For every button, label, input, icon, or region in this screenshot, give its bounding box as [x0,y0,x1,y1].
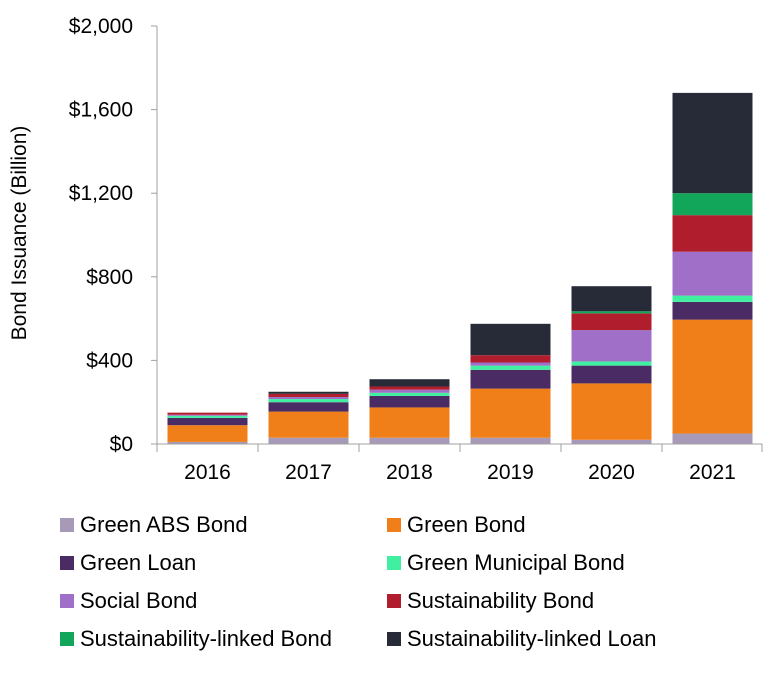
bar-segment [167,415,248,418]
bar-segment [672,301,753,320]
bar-segment [672,193,753,216]
y-axis-label: Bond Issuance (Billion) [8,126,31,341]
bar-segment [672,295,753,302]
y-tick-label: $2,000 [69,15,133,38]
bar-segment [470,388,551,438]
legend-label: Sustainability Bond [407,588,595,613]
legend-swatch [387,556,401,570]
legend-swatch [60,518,74,532]
bar-segment [167,425,248,442]
legend-swatch [60,556,74,570]
bar-segment [470,437,551,444]
bar-segment [167,414,248,416]
x-tick-label: 2018 [386,461,433,484]
legend-label: Green Loan [80,550,197,575]
bar-segment [268,396,349,400]
bar-segment [268,402,349,412]
y-tick-label: $1,200 [69,182,133,205]
bar-segment [167,412,248,415]
legend-label: Green Bond [407,512,526,537]
bar-segment [571,361,652,366]
x-axis: 2016 2017 2018 2019 2020 2021 [156,443,763,484]
legend-swatch [387,518,401,532]
bar-segment [369,386,450,390]
x-tick-label: 2021 [689,461,736,484]
x-tick-label: 2020 [588,461,635,484]
bar-segment [571,330,652,362]
bar-segment [167,441,248,444]
bar-segment [571,439,652,444]
bar-segment [470,369,551,389]
bars [167,92,753,444]
bar-segment [672,251,753,296]
bar-segment [571,313,652,331]
bar-segment [571,311,652,314]
bar-segment [571,365,652,384]
bar-segment [369,389,450,393]
legend-item: Sustainability-linked Loan [387,626,657,652]
y-tick-label: $1,600 [69,99,133,122]
bar-segment [369,379,450,387]
y-tick-label: $800 [86,266,133,289]
legend-item: Green ABS Bond [60,512,248,538]
legend-label: Social Bond [80,588,198,613]
bar-segment [571,383,652,440]
bar-segment [369,437,450,444]
legend-label: Sustainability-linked Bond [80,626,332,651]
legend-item: Green Bond [387,512,526,538]
legend-label: Green Municipal Bond [407,550,625,575]
legend-label: Sustainability-linked Loan [407,626,657,651]
bar-segment [268,391,349,394]
y-tick-label: $0 [110,433,133,456]
bar-segment [672,215,753,252]
x-tick-label: 2019 [487,461,534,484]
y-tick-label: $400 [86,349,133,372]
legend-label: Green ABS Bond [80,512,248,537]
legend-swatch [60,632,74,646]
legend-item: Green Loan [60,550,196,576]
bar-segment [672,433,753,444]
bar-segment [268,437,349,444]
bond-issuance-chart: Bond Issuance (Billion) $0 $400 $800 $1,200… [8,15,763,484]
legend-swatch [60,594,74,608]
x-tick-label: 2016 [184,461,231,484]
legend-item: Green Municipal Bond [387,550,625,576]
y-axis-ticks: $0 $400 $800 $1,200 $1,600 $2,000 [69,15,157,456]
bar-segment [167,417,248,426]
bar-segment [369,407,450,438]
bar-segment [470,323,551,356]
legend-item: Sustainability-linked Bond [60,626,332,652]
bar-segment [470,365,551,370]
bar-segment [268,411,349,438]
legend-swatch [387,632,401,646]
x-tick-label: 2017 [285,461,332,484]
bar-segment [470,362,551,366]
bar-segment [268,399,349,403]
legend-item: Sustainability Bond [387,588,594,614]
legend-item: Social Bond [60,588,197,614]
bar-segment [268,393,349,397]
bar-segment [571,286,652,312]
legend-swatch [387,594,401,608]
bar-segment [672,92,753,194]
bar-segment [369,395,450,408]
bar-segment [672,319,753,434]
bar-segment [369,392,450,396]
bar-segment [470,355,551,363]
